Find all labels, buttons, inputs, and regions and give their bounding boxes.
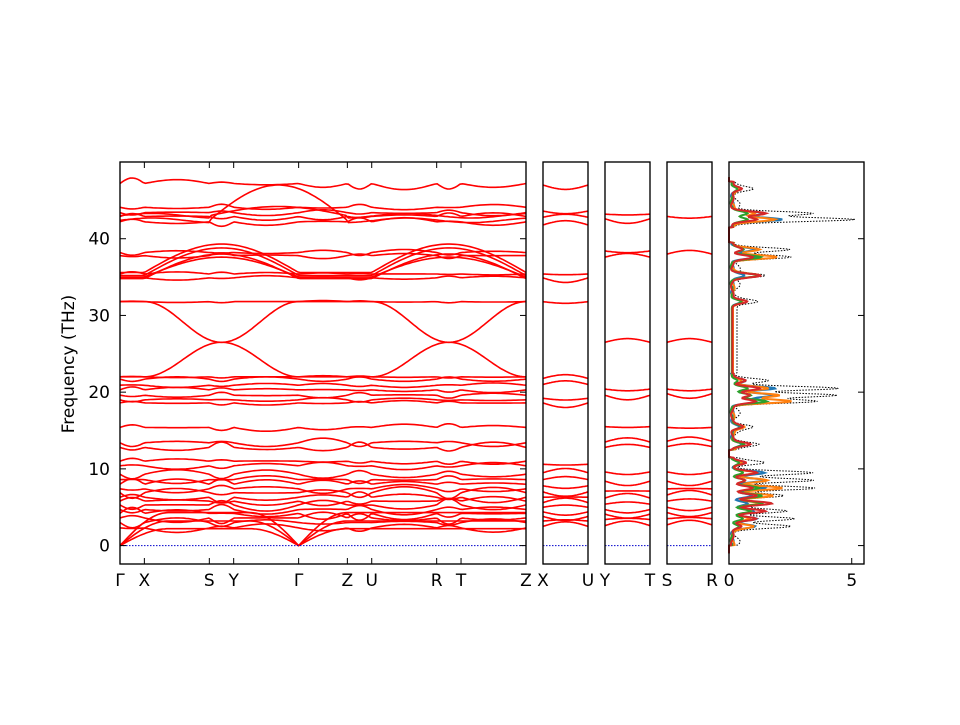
band-line <box>120 383 526 388</box>
band-line <box>667 444 712 447</box>
band-line <box>543 214 588 217</box>
band-line <box>667 491 712 496</box>
band-line <box>120 178 526 190</box>
k-point-label: Z <box>342 571 354 591</box>
k-point-label: Y <box>599 571 611 591</box>
band-line <box>605 494 650 499</box>
band-line <box>605 219 650 224</box>
band-line <box>605 214 650 215</box>
k-point-label: Γ <box>294 571 304 591</box>
k-point-label: S <box>204 571 215 591</box>
y-tick-label: 40 <box>88 230 110 250</box>
band-line <box>120 424 526 431</box>
band-line <box>667 520 712 525</box>
band-line <box>543 185 588 189</box>
k-point-label: U <box>582 571 594 591</box>
band-line <box>605 254 650 258</box>
band-line <box>543 221 588 225</box>
band-line <box>543 522 588 527</box>
band-line <box>667 518 712 519</box>
band-line <box>605 427 650 428</box>
band-line <box>543 375 588 379</box>
band-line <box>120 438 526 446</box>
band-line <box>667 394 712 399</box>
band-line <box>667 513 712 517</box>
band-line <box>667 217 712 219</box>
band-line <box>543 278 588 283</box>
band-line <box>120 462 526 469</box>
band-line <box>605 521 650 526</box>
band-line <box>543 274 588 275</box>
band-line <box>605 444 650 447</box>
band-line <box>543 498 588 503</box>
band-line <box>667 437 712 441</box>
band-line <box>667 507 712 510</box>
band-line <box>543 492 588 496</box>
band-line <box>543 403 588 408</box>
y-tick-label: 10 <box>88 460 110 480</box>
band-line <box>543 211 588 214</box>
band-line <box>667 389 712 391</box>
dos-layer <box>729 177 855 553</box>
axes-frame <box>667 162 712 564</box>
band-line <box>543 477 588 480</box>
band-line <box>120 458 526 464</box>
band-line <box>605 502 650 504</box>
band-line <box>120 302 526 377</box>
k-point-label: Z <box>520 571 532 591</box>
band-line <box>543 469 588 473</box>
top-mask <box>0 0 960 161</box>
band-line <box>543 505 588 507</box>
band-line <box>667 472 712 475</box>
dos-x-tick-label: 5 <box>846 571 857 591</box>
band-line <box>605 472 650 475</box>
k-point-label: T <box>455 571 467 591</box>
k-point-label: T <box>644 571 656 591</box>
k-point-label: R <box>706 571 718 591</box>
band-line <box>605 438 650 442</box>
band-line <box>667 499 712 501</box>
dos-x-tick-label: 0 <box>724 571 735 591</box>
band-line <box>120 185 526 223</box>
band-line <box>120 204 526 210</box>
k-point-label: Y <box>227 571 239 591</box>
y-tick-label: 30 <box>88 306 110 326</box>
k-point-label: X <box>139 571 151 591</box>
band-line <box>543 302 588 304</box>
k-point-label: S <box>662 571 673 591</box>
band-lines-layer <box>120 178 712 546</box>
band-line <box>667 250 712 254</box>
band-line <box>543 398 588 400</box>
k-point-label: X <box>537 571 549 591</box>
band-line <box>605 510 650 513</box>
band-line <box>667 427 712 428</box>
band-line <box>605 339 650 343</box>
band-line <box>120 401 526 405</box>
band-line <box>667 481 712 485</box>
axes-frame <box>667 162 712 564</box>
y-axis-label: Frequency (THz) <box>59 295 79 434</box>
band-line <box>605 514 650 518</box>
band-line <box>605 395 650 400</box>
k-point-label: U <box>365 571 377 591</box>
band-line <box>543 486 588 489</box>
band-line <box>120 302 526 377</box>
band-line <box>120 392 526 398</box>
band-line <box>667 339 712 343</box>
band-line <box>120 470 526 479</box>
band-line <box>605 389 650 391</box>
band-line <box>543 464 588 465</box>
band-line <box>605 251 650 253</box>
band-line <box>543 381 588 385</box>
y-tick-label: 20 <box>88 383 110 403</box>
k-point-label: R <box>431 571 443 591</box>
band-line <box>543 512 588 515</box>
band-line <box>605 481 650 485</box>
y-tick-label: 0 <box>99 537 110 557</box>
k-point-label: Γ <box>115 571 125 591</box>
